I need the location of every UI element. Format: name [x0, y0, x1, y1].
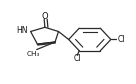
Text: O: O: [41, 12, 48, 21]
Text: Cl: Cl: [74, 54, 82, 63]
Text: HN: HN: [16, 26, 27, 35]
Text: Cl: Cl: [117, 35, 125, 44]
Text: CH₃: CH₃: [27, 51, 40, 57]
